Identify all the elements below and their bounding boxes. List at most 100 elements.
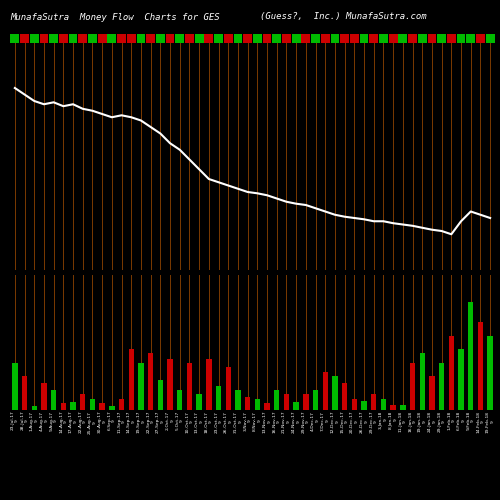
- Bar: [119, 399, 124, 410]
- Bar: [294, 402, 299, 410]
- Bar: [408, 34, 417, 42]
- Bar: [234, 34, 242, 42]
- Bar: [302, 34, 310, 42]
- Bar: [50, 34, 58, 42]
- Bar: [264, 403, 270, 410]
- Bar: [476, 34, 485, 42]
- Bar: [138, 363, 143, 410]
- Bar: [418, 34, 426, 42]
- Text: MunafaSutra  Money Flow  Charts for GES: MunafaSutra Money Flow Charts for GES: [10, 12, 220, 22]
- Bar: [274, 390, 280, 410]
- Bar: [60, 403, 66, 410]
- Bar: [350, 34, 358, 42]
- Bar: [282, 34, 291, 42]
- Bar: [410, 363, 415, 410]
- Bar: [332, 376, 338, 410]
- Bar: [456, 34, 466, 42]
- Text: (Guess?,  Inc.) MunafaSutra.com: (Guess?, Inc.) MunafaSutra.com: [260, 12, 426, 22]
- Bar: [352, 399, 357, 410]
- Bar: [177, 390, 182, 410]
- Bar: [303, 394, 308, 410]
- Bar: [168, 358, 172, 410]
- Bar: [360, 34, 368, 42]
- Bar: [379, 34, 388, 42]
- Bar: [42, 383, 46, 410]
- Bar: [371, 394, 376, 410]
- Bar: [78, 34, 87, 42]
- Bar: [284, 394, 289, 410]
- Bar: [90, 399, 95, 410]
- Bar: [166, 34, 174, 42]
- Bar: [117, 34, 126, 42]
- Bar: [254, 399, 260, 410]
- Bar: [342, 383, 347, 410]
- Bar: [398, 34, 407, 42]
- Bar: [430, 376, 434, 410]
- Bar: [439, 363, 444, 410]
- Bar: [100, 403, 105, 410]
- Bar: [370, 34, 378, 42]
- Bar: [488, 336, 493, 410]
- Bar: [59, 34, 68, 42]
- Bar: [88, 34, 97, 42]
- Bar: [478, 322, 483, 410]
- Bar: [127, 34, 136, 42]
- Bar: [206, 358, 212, 410]
- Bar: [447, 34, 456, 42]
- Bar: [204, 34, 213, 42]
- Bar: [389, 34, 398, 42]
- Bar: [321, 34, 330, 42]
- Bar: [253, 34, 262, 42]
- Bar: [486, 34, 494, 42]
- Bar: [70, 402, 76, 410]
- Bar: [51, 390, 57, 410]
- Bar: [340, 34, 349, 42]
- Bar: [148, 354, 154, 410]
- Bar: [466, 34, 475, 42]
- Bar: [98, 34, 106, 42]
- Bar: [195, 34, 203, 42]
- Bar: [390, 404, 396, 410]
- Bar: [187, 363, 192, 410]
- Bar: [244, 34, 252, 42]
- Bar: [185, 34, 194, 42]
- Bar: [245, 396, 250, 410]
- Bar: [362, 400, 366, 410]
- Bar: [176, 34, 184, 42]
- Bar: [136, 34, 145, 42]
- Bar: [330, 34, 340, 42]
- Bar: [272, 34, 281, 42]
- Bar: [68, 34, 78, 42]
- Bar: [468, 302, 473, 410]
- Bar: [109, 406, 114, 410]
- Bar: [32, 406, 37, 410]
- Bar: [224, 34, 232, 42]
- Bar: [262, 34, 272, 42]
- Bar: [12, 363, 18, 410]
- Bar: [428, 34, 436, 42]
- Bar: [128, 349, 134, 410]
- Bar: [420, 354, 425, 410]
- Bar: [22, 376, 27, 410]
- Bar: [216, 386, 221, 410]
- Bar: [292, 34, 300, 42]
- Bar: [158, 380, 163, 410]
- Bar: [438, 34, 446, 42]
- Bar: [214, 34, 223, 42]
- Bar: [20, 34, 29, 42]
- Bar: [30, 34, 38, 42]
- Bar: [156, 34, 164, 42]
- Bar: [458, 349, 464, 410]
- Bar: [313, 390, 318, 410]
- Bar: [196, 394, 202, 410]
- Bar: [236, 390, 240, 410]
- Bar: [108, 34, 116, 42]
- Bar: [400, 404, 406, 410]
- Bar: [322, 372, 328, 410]
- Bar: [381, 399, 386, 410]
- Bar: [226, 367, 231, 410]
- Bar: [40, 34, 48, 42]
- Bar: [448, 336, 454, 410]
- Bar: [311, 34, 320, 42]
- Bar: [80, 394, 86, 410]
